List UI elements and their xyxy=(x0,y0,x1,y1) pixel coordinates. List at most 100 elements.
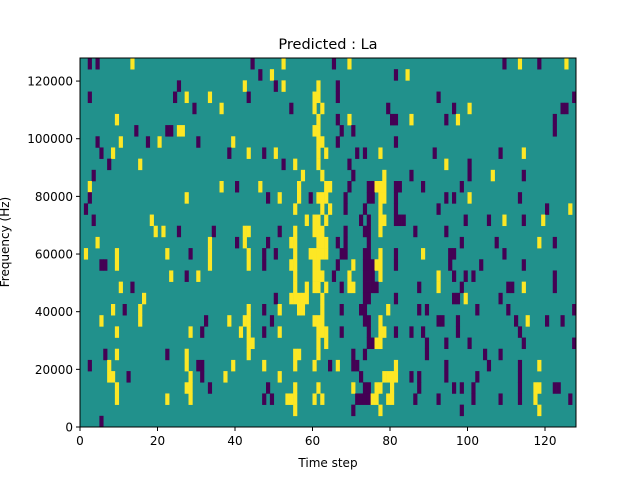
heatmap-cell-high xyxy=(138,158,143,171)
heatmap-cell-high xyxy=(378,203,383,215)
heatmap-cell-high xyxy=(114,113,120,126)
heatmap-cell-high xyxy=(138,304,143,316)
heatmap-cell-high xyxy=(277,192,282,204)
heatmap-cell-high xyxy=(111,304,116,316)
heatmap-cell-high xyxy=(374,181,379,193)
heatmap-cell-high xyxy=(312,270,317,282)
heatmap-cell-low xyxy=(339,304,344,316)
heatmap-cell-high xyxy=(324,236,329,249)
heatmap-cell-high xyxy=(289,292,294,305)
heatmap-cell-low xyxy=(87,58,92,70)
heatmap-cell-high xyxy=(320,136,325,148)
heatmap-cell-low xyxy=(173,91,178,104)
heatmap-cell-low xyxy=(417,281,422,294)
heatmap-cell-low xyxy=(339,248,344,260)
heatmap-cell-low xyxy=(269,315,275,327)
heatmap-cell-low xyxy=(359,214,364,227)
heatmap-cell-high xyxy=(312,281,317,294)
heatmap-cell-low xyxy=(273,80,278,92)
heatmap-cell-low xyxy=(91,214,96,227)
y-tick-label: 60000 xyxy=(35,248,73,262)
heatmap-cell-high xyxy=(312,102,317,115)
heatmap-cell-high xyxy=(149,214,154,227)
heatmap-cell-high xyxy=(386,304,391,316)
heatmap-cell-low xyxy=(262,259,267,271)
heatmap-cell-high xyxy=(300,169,306,182)
heatmap-cell-high xyxy=(246,337,251,350)
heatmap-cell-low xyxy=(370,181,375,193)
heatmap-cell-low xyxy=(281,158,286,171)
heatmap-cell-low xyxy=(339,125,344,137)
heatmap-cell-high xyxy=(378,337,383,350)
heatmap-cell-low xyxy=(393,248,399,260)
heatmap-cell-high xyxy=(382,214,387,227)
heatmap-cell-high xyxy=(455,113,461,126)
heatmap-cell-high xyxy=(347,113,352,126)
heatmap-cell-low xyxy=(262,248,267,260)
heatmap-cell-high xyxy=(114,248,120,260)
heatmap-cell-low xyxy=(335,113,340,126)
heatmap-cell-low xyxy=(444,192,449,204)
heatmap-cell-high xyxy=(207,248,213,260)
heatmap-cell-low xyxy=(436,203,441,215)
heatmap-cell-low xyxy=(366,326,371,338)
heatmap-cell-low xyxy=(351,169,356,182)
heatmap-cell-low xyxy=(366,393,371,405)
heatmap-cell-high xyxy=(351,281,356,294)
heatmap-cell-high xyxy=(312,214,317,227)
heatmap-cell-low xyxy=(517,192,523,204)
heatmap-cell-low xyxy=(475,371,480,383)
heatmap-cell-low xyxy=(355,359,360,372)
heatmap-cell-low xyxy=(99,259,104,271)
heatmap-cell-low xyxy=(83,203,89,215)
heatmap-cell-high xyxy=(312,259,317,271)
heatmap-cell-high xyxy=(246,259,251,271)
heatmap-cell-high xyxy=(246,304,251,316)
heatmap-cell-low xyxy=(444,359,449,372)
heatmap-cell-high xyxy=(405,69,410,81)
heatmap-cell-low xyxy=(339,326,344,338)
heatmap-cell-low xyxy=(521,169,526,182)
heatmap-cell-low xyxy=(444,337,449,350)
heatmap-cell-low xyxy=(362,203,368,215)
heatmap-cell-high xyxy=(320,225,325,238)
heatmap-cell-high xyxy=(161,225,166,238)
y-axis: 0 20000 40000 60000 80000 100000 120000 xyxy=(27,75,80,435)
heatmap-cell-low xyxy=(339,281,344,294)
heatmap-cell-high xyxy=(242,236,247,249)
heatmap-cell-high xyxy=(378,248,383,260)
heatmap-cell-low xyxy=(417,304,422,316)
heatmap-cell-high xyxy=(382,169,387,182)
heatmap-cell-high xyxy=(490,169,495,182)
heatmap-cell-high xyxy=(324,181,329,193)
heatmap-cell-low xyxy=(560,102,565,115)
heatmap-cell-high xyxy=(347,58,352,70)
heatmap-cell-low xyxy=(200,326,205,338)
heatmap-cell-high xyxy=(316,80,321,92)
heatmap-cell-low xyxy=(362,304,368,316)
heatmap-cell-low xyxy=(572,304,577,316)
heatmap-cell-low xyxy=(362,292,368,305)
heatmap-cell-high xyxy=(351,382,356,394)
heatmap-cell-high xyxy=(393,371,399,383)
heatmap-cell-low xyxy=(362,348,368,361)
heatmap-cell-low xyxy=(393,69,399,81)
heatmap-cell-low xyxy=(452,102,457,115)
x-tick-label: 120 xyxy=(534,434,557,448)
heatmap-cell-high xyxy=(246,248,251,260)
heatmap-cell-high xyxy=(114,382,120,394)
heatmap-cell-low xyxy=(486,214,492,227)
heatmap-cell-high xyxy=(297,181,302,193)
heatmap-cell-high xyxy=(277,304,282,316)
heatmap-cell-high xyxy=(118,281,123,294)
heatmap-cell-high xyxy=(312,225,317,238)
heatmap-cell-low xyxy=(452,248,457,260)
y-tick-label: 40000 xyxy=(35,305,73,319)
heatmap-cell-low xyxy=(424,337,430,350)
heatmap-cell-low xyxy=(393,259,399,271)
heatmap-cell-high xyxy=(541,214,546,227)
heatmap-cell-high xyxy=(196,270,201,282)
heatmap-cell-low xyxy=(448,259,453,271)
heatmap-cell-low xyxy=(467,337,472,350)
heatmap-cell-high xyxy=(316,236,321,249)
